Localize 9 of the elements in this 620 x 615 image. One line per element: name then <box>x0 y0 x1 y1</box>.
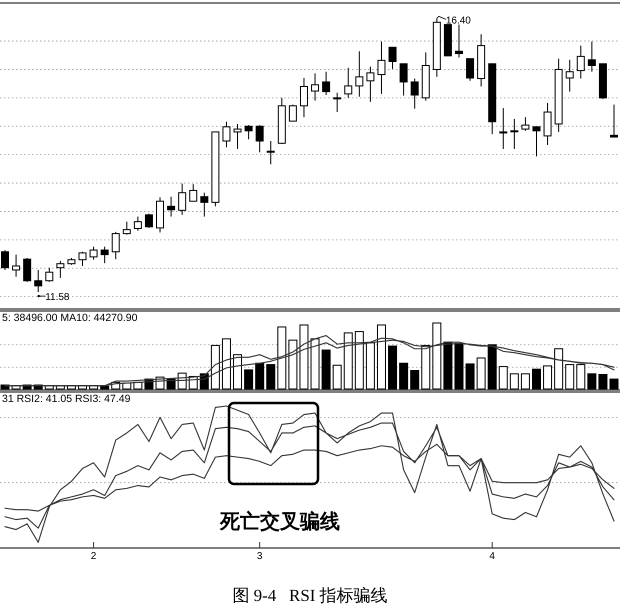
text: 31 RSI2: 41.05 RSI3: 47.49 <box>2 393 131 405</box>
annotation: 11.58 <box>45 292 70 304</box>
annotation: 死亡交叉骗线 <box>219 510 340 533</box>
x-tick-label: 4 <box>489 551 496 562</box>
x-tick-label: 2 <box>90 551 97 562</box>
annotation: 16.40 <box>446 15 472 26</box>
annotation: 5: 38496.00 MA10: 44270.90 <box>2 312 138 324</box>
x-tick-label: 3 <box>256 551 263 562</box>
caption: 图 9-4 RSI 指标骗线 <box>232 586 388 605</box>
